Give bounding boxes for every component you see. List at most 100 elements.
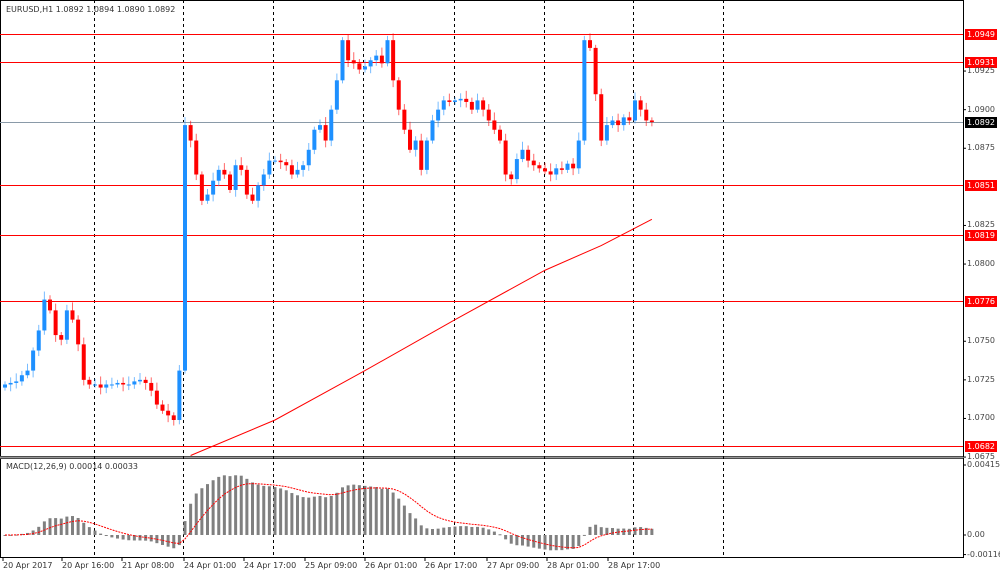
macd-histogram-bar (312, 496, 316, 535)
price-tick-label: 1.0925 (967, 66, 995, 76)
macd-histogram-bar (453, 526, 457, 535)
bearish-candle (53, 310, 58, 336)
bullish-candle (295, 169, 300, 175)
bullish-candle (109, 384, 114, 386)
bullish-candle (233, 165, 238, 190)
macd-histogram-bar (239, 475, 243, 535)
time-axis-label: 25 Apr 09:00 (305, 561, 358, 570)
macd-histogram-bar (284, 490, 288, 535)
macd-histogram-bar (161, 535, 164, 545)
macd-histogram-bar (464, 526, 468, 535)
macd-histogram-bar (71, 516, 74, 535)
macd-panel-frame (0, 458, 964, 558)
price-tick-label: 1.0700 (967, 413, 995, 423)
macd-histogram-bar (577, 535, 581, 547)
macd-histogram-bar (251, 482, 254, 535)
time-axis-label: 20 Apr 16:00 (62, 561, 115, 570)
macd-histogram-bar (31, 530, 35, 535)
bearish-candle (351, 60, 356, 64)
level-price-tag: 1.0682 (965, 440, 997, 452)
bearish-candle (76, 319, 81, 345)
bullish-candle (582, 40, 587, 141)
macd-histogram-bar (509, 535, 513, 544)
chart-title: EURUSD,H1 1.0892 1.0894 1.0890 1.0892 (6, 5, 176, 14)
bearish-candle (447, 100, 452, 102)
bullish-candle (413, 140, 418, 150)
bullish-candle (329, 109, 334, 141)
bearish-candle (48, 299, 52, 311)
macd-histogram-bar (650, 528, 654, 535)
macd-histogram-bar (37, 526, 41, 535)
bullish-candle (340, 40, 345, 81)
macd-histogram-bar (526, 535, 530, 547)
macd-histogram-bar (324, 497, 328, 535)
macd-histogram-bar (588, 526, 592, 535)
macd-histogram-bar (363, 485, 367, 535)
macd-histogram-bar (560, 535, 564, 551)
bullish-candle (8, 382, 13, 385)
bullish-candle (36, 330, 41, 351)
macd-histogram-bar (481, 527, 485, 535)
bearish-candle (391, 40, 396, 81)
macd-histogram-bar (93, 530, 97, 535)
time-axis-label: 26 Apr 01:00 (365, 561, 418, 570)
bullish-candle (430, 120, 435, 141)
bearish-candle (599, 94, 604, 141)
bearish-candle (188, 125, 193, 141)
macd-histogram-bar (447, 527, 451, 535)
macd-histogram-bar (234, 475, 238, 535)
bearish-candle (588, 40, 592, 48)
level-price-tag: 1.0851 (965, 179, 997, 191)
bearish-candle (154, 390, 159, 405)
macd-histogram-bar (582, 534, 586, 536)
bearish-candle (526, 149, 531, 161)
bullish-candle (104, 384, 109, 388)
macd-histogram-bar (217, 476, 221, 535)
macd-histogram-bar (605, 527, 609, 535)
time-axis-label: 27 Apr 09:00 (487, 561, 540, 570)
macd-histogram-bar (549, 535, 553, 551)
macd-histogram-bar (380, 488, 384, 535)
bullish-candle (211, 180, 216, 195)
level-price-tag: 1.0776 (965, 295, 997, 307)
time-axis-label: 21 Apr 08:00 (122, 561, 175, 570)
macd-histogram-bar (374, 487, 378, 535)
bullish-candle (453, 100, 457, 102)
bearish-candle (531, 160, 536, 166)
bearish-candle (644, 109, 649, 121)
macd-histogram-bar (110, 535, 114, 538)
price-tick-label: 1.0900 (967, 104, 995, 114)
macd-histogram-bar (3, 535, 7, 536)
macd-histogram-bar (99, 533, 103, 535)
bullish-candle (183, 125, 187, 371)
macd-histogram-bar (76, 517, 80, 535)
macd-histogram-bar (200, 488, 204, 535)
bearish-candle (250, 194, 255, 201)
macd-histogram-bar (54, 518, 58, 535)
macd-histogram-bar (402, 505, 406, 535)
macd-histogram-bar (318, 495, 322, 535)
bullish-candle (261, 174, 266, 186)
macd-histogram-bar (228, 476, 232, 535)
macd-histogram-bar (459, 526, 463, 535)
level-price-tag: 1.0949 (965, 28, 997, 40)
macd-histogram-bar (554, 535, 558, 551)
price-tick-label: 1.0800 (967, 259, 995, 269)
macd-histogram-bar (245, 478, 249, 535)
macd-histogram-bar (267, 486, 271, 535)
bearish-candle (396, 80, 401, 110)
macd-histogram-bar (357, 485, 361, 535)
macd-histogram-bar (599, 527, 603, 535)
bearish-candle (278, 160, 283, 163)
bullish-candle (93, 384, 97, 386)
bullish-candle (126, 384, 131, 386)
bearish-candle (503, 140, 508, 175)
bullish-candle (424, 140, 429, 170)
macd-histogram-bar (166, 535, 170, 547)
bearish-candle (222, 169, 227, 175)
bullish-candle (177, 370, 182, 420)
macd-label: MACD(12,26,9) 0.00014 0.00033 (6, 462, 139, 471)
bearish-candle (98, 384, 103, 388)
macd-tick-label: -0.00116 (967, 549, 1000, 559)
